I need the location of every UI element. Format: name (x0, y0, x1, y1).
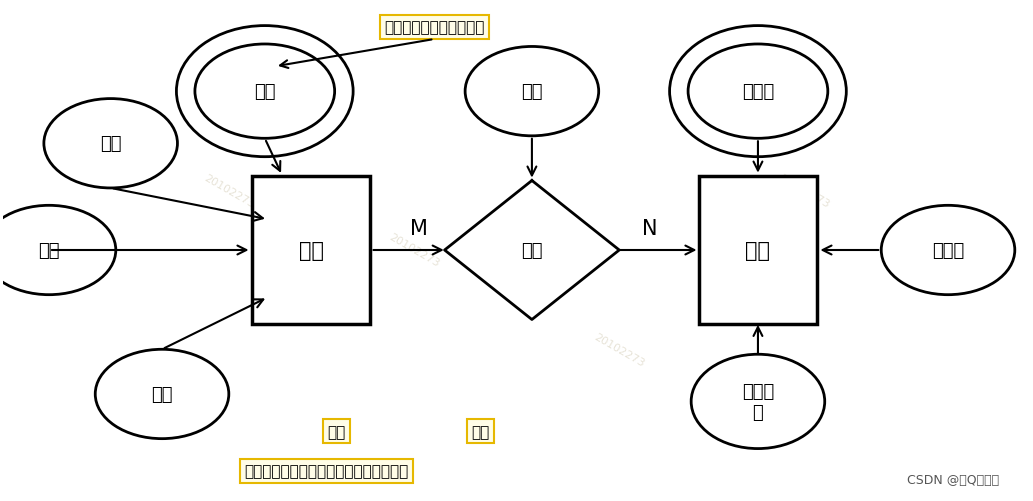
Bar (699, 176, 817, 325)
Ellipse shape (688, 45, 827, 139)
Text: M: M (410, 218, 428, 238)
Text: 学号: 学号 (254, 83, 276, 101)
Text: 课程号: 课程号 (742, 83, 774, 101)
Text: 20102273: 20102273 (201, 173, 256, 209)
Text: 课程: 课程 (746, 240, 771, 261)
Text: 关系: 关系 (471, 424, 490, 439)
Text: 任课教
师: 任课教 师 (742, 382, 774, 421)
Text: 20102273: 20102273 (386, 232, 441, 269)
Text: 学生: 学生 (299, 240, 323, 261)
Text: 成绩: 成绩 (522, 83, 542, 101)
Text: 课程名: 课程名 (932, 241, 964, 260)
Ellipse shape (669, 27, 846, 157)
Text: 姓名: 姓名 (100, 135, 122, 153)
Text: CSDN @阿Q说代码: CSDN @阿Q说代码 (907, 473, 999, 486)
Text: 性别: 性别 (38, 241, 60, 260)
Ellipse shape (195, 45, 335, 139)
Text: 学号、姓名、性别、年龄都是实体的属性: 学号、姓名、性别、年龄都是实体的属性 (244, 463, 408, 478)
Bar (252, 176, 370, 325)
Text: 20102273: 20102273 (592, 331, 647, 368)
Text: 实体: 实体 (327, 424, 346, 439)
Ellipse shape (95, 350, 229, 439)
Ellipse shape (691, 355, 824, 449)
Text: 选课: 选课 (522, 241, 542, 260)
Ellipse shape (881, 206, 1014, 295)
Polygon shape (444, 181, 619, 320)
Text: 20102273: 20102273 (777, 173, 832, 209)
Text: N: N (643, 218, 658, 238)
Text: 年龄: 年龄 (151, 385, 173, 403)
Ellipse shape (465, 48, 599, 137)
Text: 主键文字下面可以加横线: 主键文字下面可以加横线 (384, 20, 484, 35)
Ellipse shape (177, 27, 353, 157)
Ellipse shape (43, 99, 178, 188)
Ellipse shape (0, 206, 116, 295)
